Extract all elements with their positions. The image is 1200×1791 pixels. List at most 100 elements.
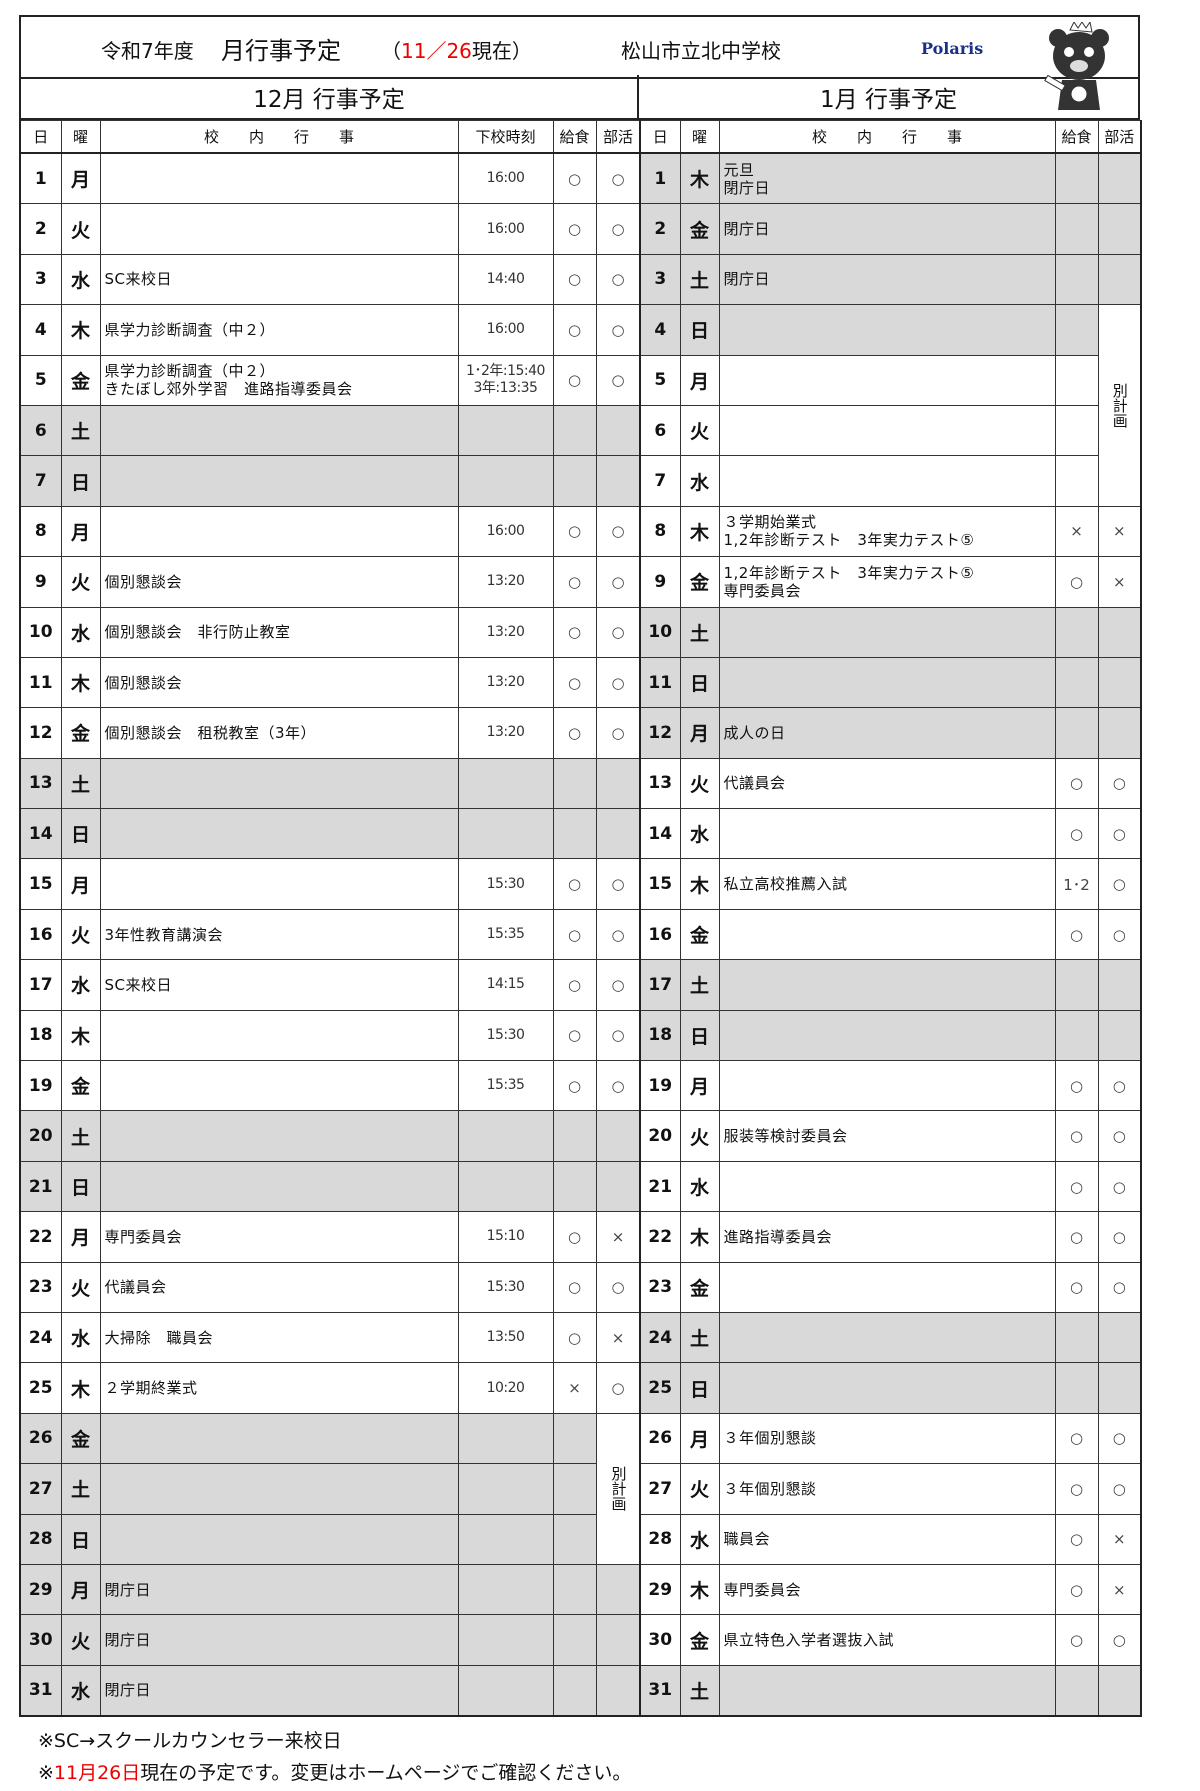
day-of-week: 火 — [60, 1614, 101, 1666]
club-mark: ○ — [595, 354, 641, 406]
lunch-mark: ○ — [552, 1211, 597, 1263]
day-of-week: 木 — [679, 1211, 720, 1263]
lunch-mark: ○ — [552, 707, 597, 759]
club-mark: ○ — [1097, 1412, 1142, 1465]
table-row: 9 金 1,2年診断テスト 3年実力テスト⑤ 専門委員会 ○ × — [639, 556, 1142, 608]
day-number: 23 — [19, 1261, 62, 1313]
club-mark — [1097, 1362, 1142, 1414]
table-row: 22 月専門委員会 15:10 ○ × — [19, 1211, 641, 1263]
event-text — [718, 1060, 1056, 1112]
lunch-mark — [1054, 1664, 1099, 1718]
day-number: 18 — [19, 1009, 62, 1062]
lunch-mark — [1054, 203, 1099, 255]
lunch-mark: ○ — [552, 304, 597, 356]
table-row: 28 水職員会 ○ × — [639, 1513, 1142, 1565]
table-row: 19 金 15:35 ○ ○ — [19, 1060, 641, 1112]
dismissal-time: 13:20 — [457, 656, 554, 709]
lunch-mark: ○ — [1054, 1261, 1099, 1313]
dismissal-time: 16:00 — [457, 152, 554, 205]
day-number: 10 — [19, 606, 62, 658]
event-text — [99, 858, 459, 910]
day-number: 8 — [19, 505, 62, 558]
december-title: 12月 行事予定 — [19, 75, 639, 120]
dismissal-time: 13:50 — [457, 1311, 554, 1364]
day-of-week: 日 — [60, 1160, 101, 1213]
day-of-week: 水 — [60, 253, 101, 306]
day-number: 1 — [639, 152, 681, 205]
day-number: 30 — [19, 1614, 62, 1666]
day-of-week: 木 — [60, 304, 101, 356]
day-number: 19 — [19, 1060, 62, 1112]
club-mark — [595, 1110, 641, 1162]
club-mark — [595, 1614, 641, 1666]
day-number: 27 — [639, 1463, 681, 1515]
day-of-week: 金 — [679, 556, 720, 608]
club-mark — [595, 1664, 641, 1718]
event-text: 閉庁日 — [99, 1614, 459, 1666]
club-mark: ○ — [595, 1261, 641, 1313]
day-of-week: 月 — [60, 505, 101, 558]
day-number: 5 — [19, 354, 62, 406]
header-row: 日 曜 校 内 行 事 給食 部活 — [639, 120, 1142, 154]
day-number: 4 — [19, 304, 62, 356]
table-row: 2 金閉庁日 — [639, 203, 1142, 255]
day-of-week: 土 — [679, 1664, 720, 1718]
lunch-mark — [552, 1614, 597, 1666]
table-row: 29 木専門委員会 ○ × — [639, 1563, 1142, 1616]
day-number: 26 — [639, 1412, 681, 1465]
club-mark: ○ — [595, 556, 641, 608]
table-row: 10 土 — [639, 606, 1142, 658]
club-mark: ○ — [595, 1060, 641, 1112]
day-number: 3 — [19, 253, 62, 306]
table-row: 8 木 ３学期始業式 1,2年診断テスト 3年実力テスト⑤ × × — [639, 505, 1142, 558]
day-number: 27 — [19, 1463, 62, 1515]
table-row: 22 木進路指導委員会 ○ ○ — [639, 1211, 1142, 1263]
club-mark: ○ — [595, 908, 641, 961]
lunch-mark: ○ — [1054, 1060, 1099, 1112]
club-mark: ○ — [595, 707, 641, 759]
day-of-week: 日 — [679, 304, 720, 356]
lunch-mark: ○ — [1054, 556, 1099, 608]
event-text: 私立高校推薦入試 — [718, 858, 1056, 910]
lunch-mark: ○ — [552, 152, 597, 205]
lunch-mark: ○ — [1054, 808, 1099, 860]
event-text: 代議員会 — [718, 757, 1056, 810]
lunch-mark — [1054, 656, 1099, 709]
dismissal-time: 15:10 — [457, 1211, 554, 1263]
event-text: 3年性教育講演会 — [99, 908, 459, 961]
header-row: 日 曜 校 内 行 事 下校時刻 給食 部活 — [19, 120, 641, 154]
dismissal-time: 15:35 — [457, 1060, 554, 1112]
page-title: 月行事予定 — [221, 37, 341, 65]
club-mark: ○ — [1097, 908, 1142, 961]
day-number: 14 — [19, 808, 62, 860]
club-mark: ○ — [595, 606, 641, 658]
day-number: 14 — [639, 808, 681, 860]
col-club: 部活 — [1097, 120, 1142, 154]
lunch-mark: ○ — [1054, 1211, 1099, 1263]
lunch-mark — [552, 1563, 597, 1616]
day-number: 6 — [19, 404, 62, 457]
club-mark: ○ — [595, 505, 641, 558]
lunch-mark: ○ — [552, 858, 597, 910]
day-of-week: 土 — [60, 1110, 101, 1162]
day-of-week: 水 — [60, 606, 101, 658]
event-text: ３年個別懇談 — [718, 1463, 1056, 1515]
event-text: 閉庁日 — [99, 1664, 459, 1718]
event-text: 閉庁日 — [99, 1563, 459, 1616]
day-of-week: 月 — [679, 354, 720, 406]
club-mark: ○ — [595, 959, 641, 1011]
club-mark — [1097, 606, 1142, 658]
club-mark — [1097, 656, 1142, 709]
day-of-week: 月 — [60, 1563, 101, 1616]
lunch-mark: ○ — [1054, 1110, 1099, 1162]
dismissal-time: 1･2年:15:40 3年:13:35 — [457, 354, 554, 406]
day-number: 7 — [19, 455, 62, 507]
day-number: 18 — [639, 1009, 681, 1062]
lunch-mark — [1054, 606, 1099, 658]
day-number: 16 — [639, 908, 681, 961]
dismissal-time: 14:15 — [457, 959, 554, 1011]
event-text: 大掃除 職員会 — [99, 1311, 459, 1364]
table-row: 31 水閉庁日 — [19, 1664, 641, 1718]
